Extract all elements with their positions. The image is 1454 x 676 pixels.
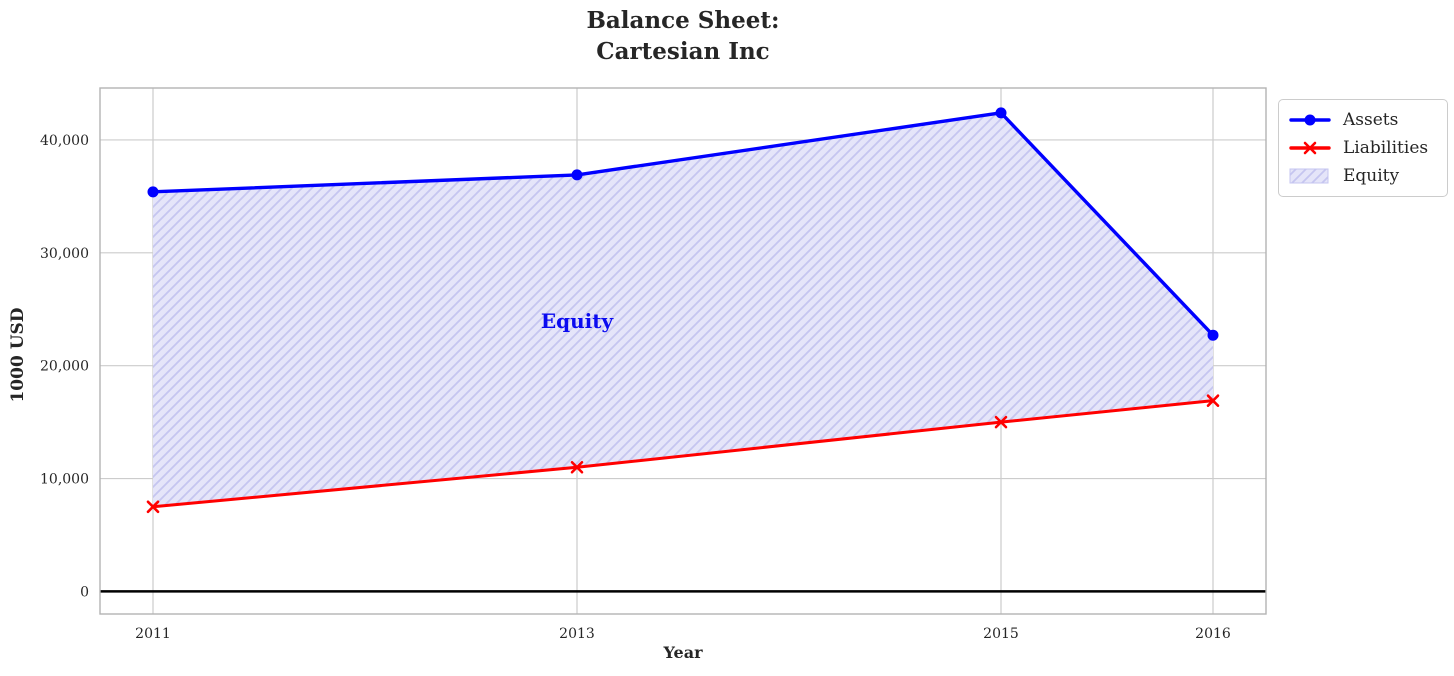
legend-assets-swatch-icon [1289,114,1331,126]
chart-title-line-1: Balance Sheet: [586,7,780,34]
x-tick-label: 2016 [1195,626,1231,642]
legend-label: Assets [1343,109,1399,130]
y-tick-label: 40,000 [40,133,89,149]
legend-label: Equity [1343,165,1400,186]
assets-marker [1207,329,1219,341]
y-axis-label: 1000 USD [8,307,28,403]
y-tick-label: 30,000 [40,246,89,262]
x-axis-label: Year [663,643,703,662]
y-tick-label: 0 [80,584,89,600]
legend-item-equity: Equity [1289,163,1437,189]
liabilities-line [151,399,1215,509]
y-tick-label: 20,000 [40,359,89,375]
assets-marker [995,107,1007,119]
liabilities-marker [570,460,584,474]
liabilities-marker [146,500,160,514]
legend: Assets Liabilities Equity [1278,99,1448,197]
assets-marker [571,169,583,181]
equity-area [153,112,1213,507]
assets-line [151,111,1215,337]
legend-liabilities-swatch-icon [1289,141,1331,155]
equity-annotation: Equity [540,308,614,333]
assets-marker [147,186,159,198]
plot-border [99,87,1267,615]
legend-label: Liabilities [1343,137,1429,158]
x-tick-label: 2013 [559,626,595,642]
x-tick-label: 2015 [983,626,1019,642]
y-tick-label: 10,000 [40,472,89,488]
x-tick-label: 2011 [135,626,171,642]
chart-title: Balance Sheet: Cartesian Inc [100,5,1266,67]
liabilities-marker [1206,394,1220,407]
legend-item-assets: Assets [1289,107,1437,133]
liabilities-marker [994,415,1008,429]
legend-equity-swatch-icon [1289,168,1329,184]
legend-item-liabilities: Liabilities [1289,135,1437,161]
chart-title-line-2: Cartesian Inc [596,38,770,65]
